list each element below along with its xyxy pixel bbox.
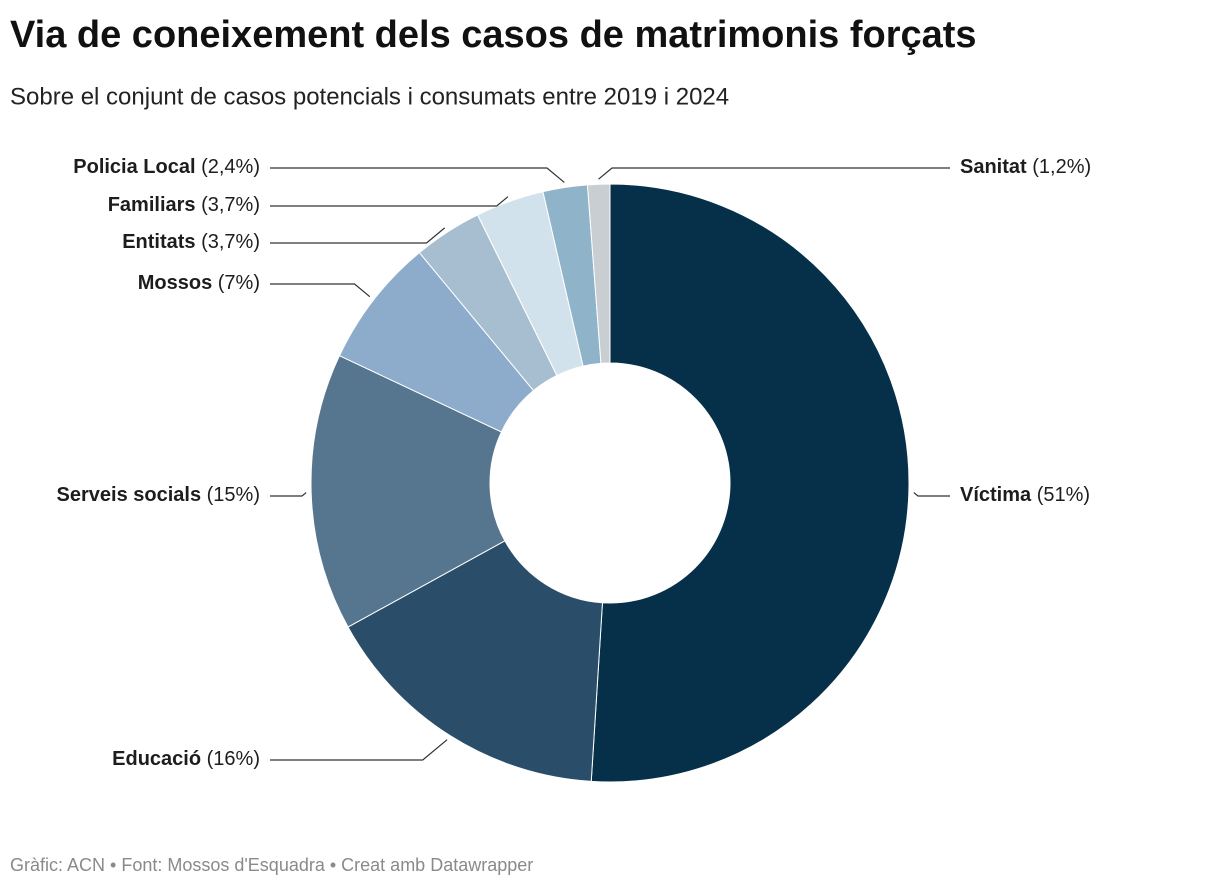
category-label: Entitats [122, 231, 195, 253]
slice-label: Mossos (7%) [138, 272, 260, 294]
slice-label: Educació (16%) [112, 748, 260, 770]
category-label: Educació [112, 748, 201, 770]
category-label: Familiars [108, 194, 196, 216]
chart-subtitle: Sobre el conjunt de casos potencials i c… [10, 83, 729, 110]
slice [310, 355, 506, 628]
footer: Gràfic: ACN • Font: Mossos d'Esquadra • … [10, 855, 533, 875]
leader-line [270, 492, 307, 497]
leader-line [270, 227, 446, 244]
leader-line [270, 739, 448, 761]
category-label: Mossos [138, 272, 212, 294]
category-label: Sanitat [960, 156, 1027, 178]
category-label: Policia Local [73, 156, 195, 178]
slice [347, 540, 603, 782]
slice [586, 183, 611, 364]
value-label: (16%) [207, 748, 260, 770]
leader-line [598, 167, 950, 180]
leader-line [913, 492, 950, 497]
slice-label: Víctima (51%) [960, 484, 1090, 506]
leader-line [270, 167, 565, 183]
value-label: (1,2%) [1032, 156, 1091, 178]
category-label: Víctima [960, 484, 1032, 506]
category-label: Serveis socials [57, 484, 202, 506]
value-label: (51%) [1037, 484, 1090, 506]
value-label: (2,4%) [201, 156, 260, 178]
value-label: (15%) [207, 484, 260, 506]
slice-label: Policia Local (2,4%) [73, 156, 260, 178]
slice [590, 183, 910, 783]
slice-label: Familiars (3,7%) [108, 194, 260, 216]
value-label: (3,7%) [201, 231, 260, 253]
leader-line [270, 283, 371, 298]
slice-label: Entitats (3,7%) [122, 231, 260, 253]
leader-line [270, 196, 509, 207]
slice-label: Sanitat (1,2%) [960, 156, 1091, 178]
value-label: (7%) [218, 272, 260, 294]
chart-title: Via de coneixement dels casos de matrimo… [10, 14, 977, 56]
slice-label: Serveis socials (15%) [57, 484, 260, 506]
value-label: (3,7%) [201, 194, 260, 216]
